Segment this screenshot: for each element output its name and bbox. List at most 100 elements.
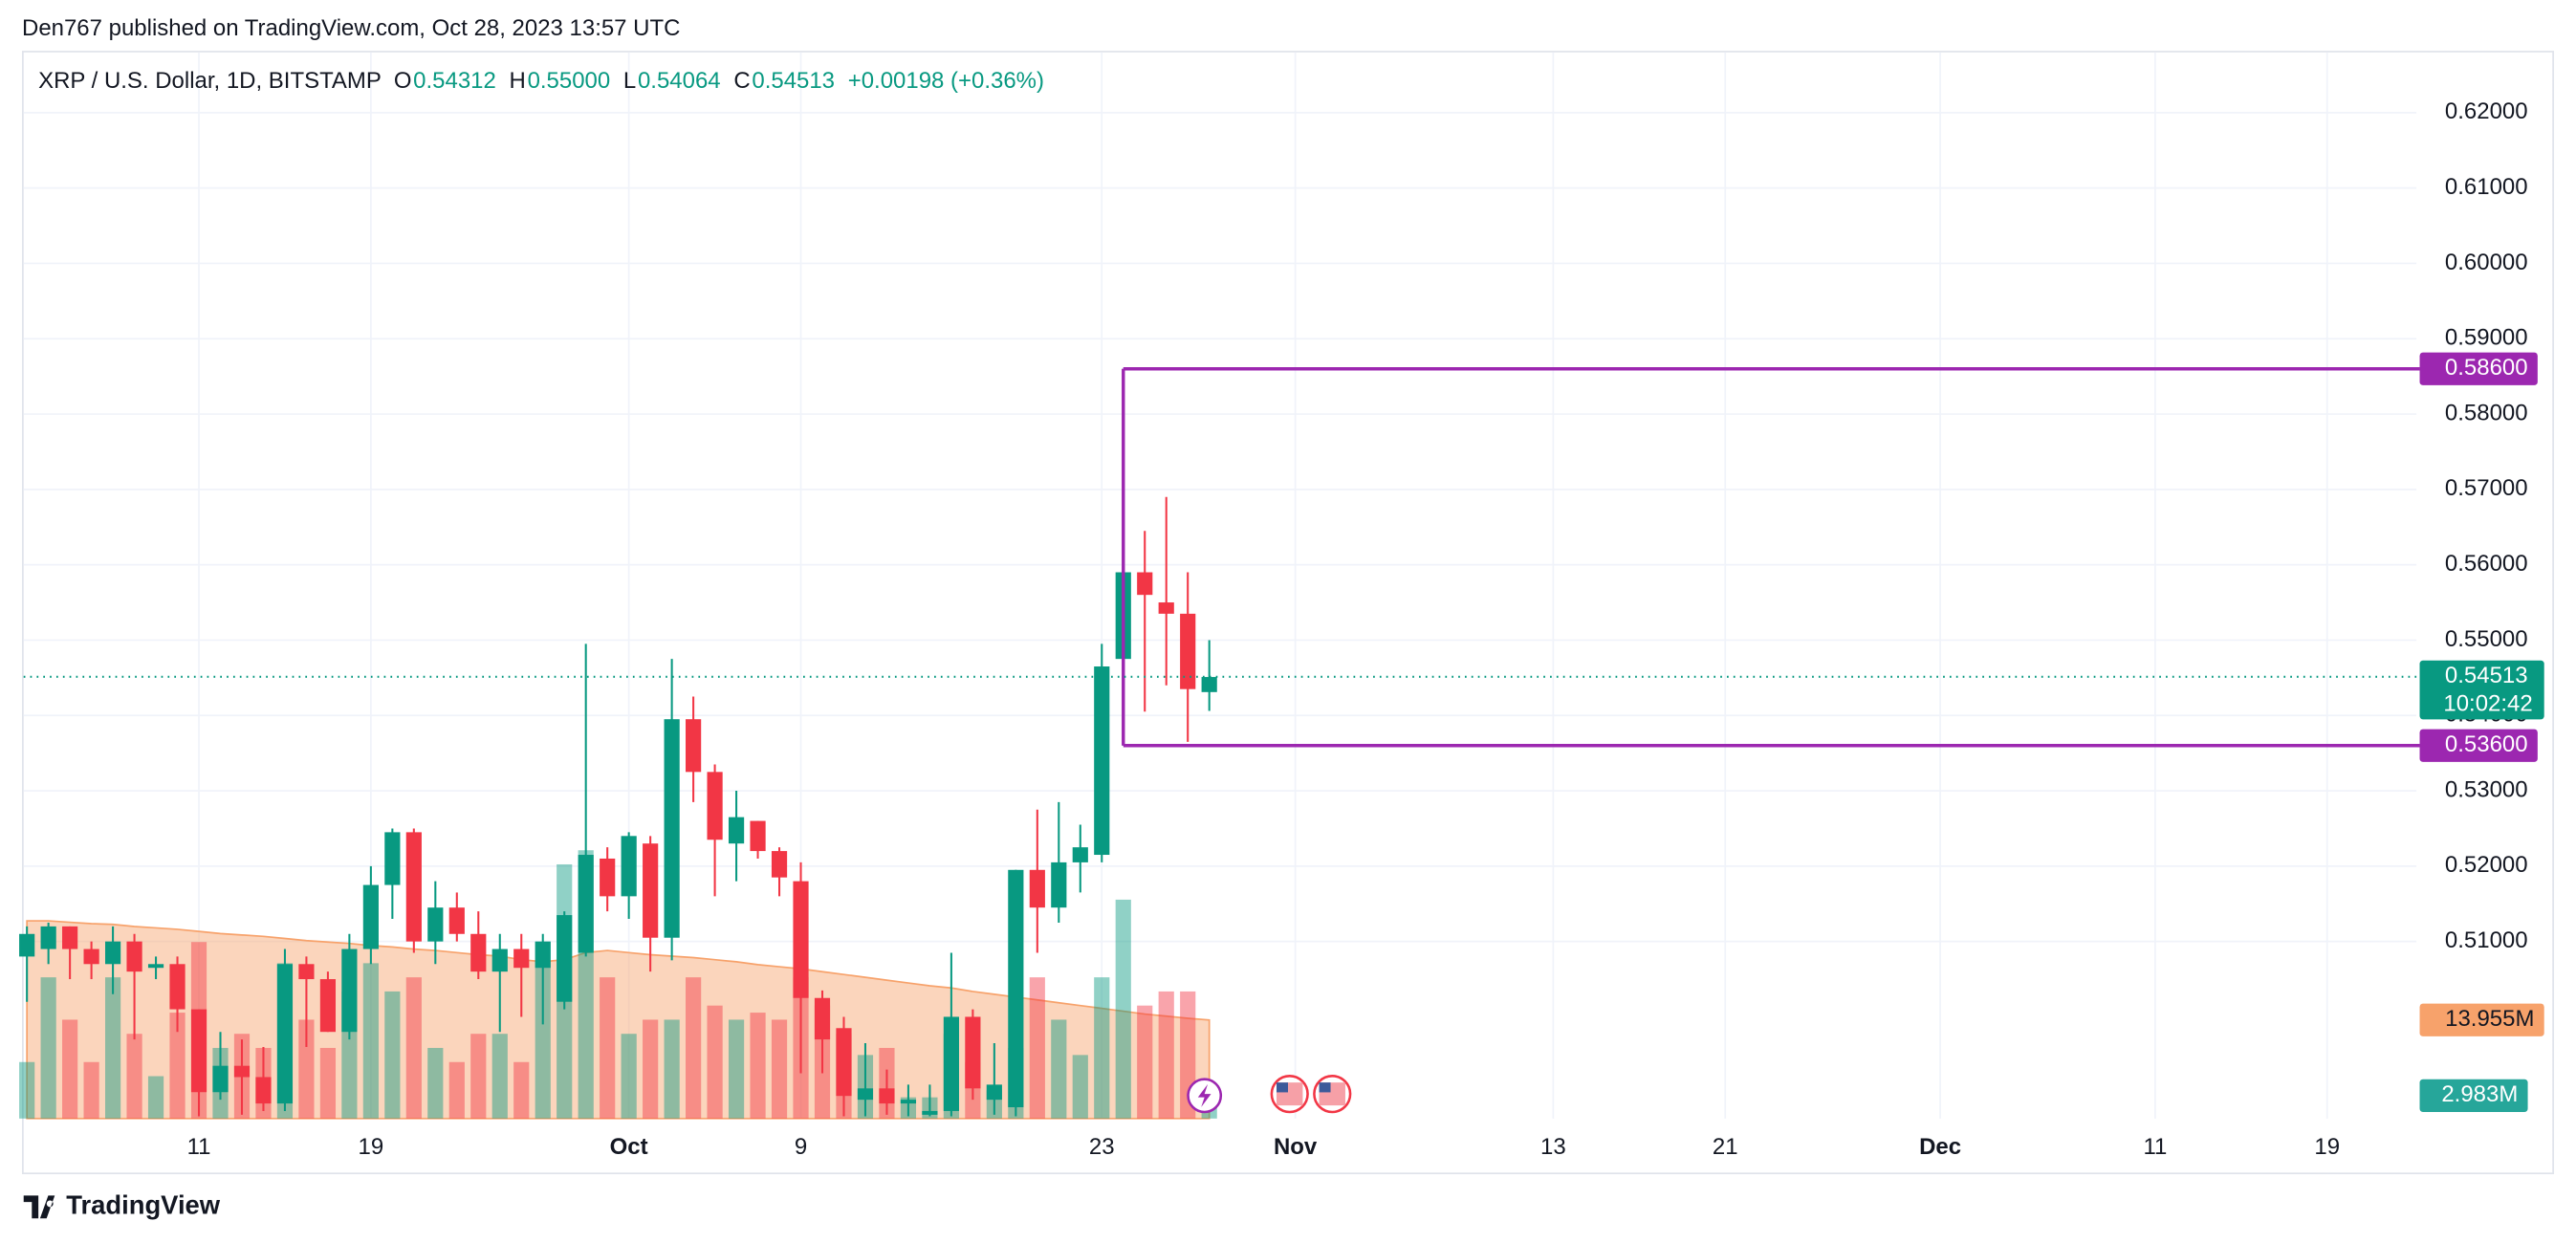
volume-bar (1115, 899, 1131, 1119)
volume-bar (169, 1013, 186, 1119)
x-tick-label: 11 (2143, 1134, 2167, 1160)
candle-body (1137, 572, 1153, 596)
ohlc-value: 0.54513 (752, 68, 835, 94)
candle-body (212, 1065, 229, 1093)
ohlc-key: H (510, 68, 526, 94)
candle-body (427, 907, 444, 942)
volume-bar (1158, 991, 1174, 1119)
volume-bar (40, 977, 56, 1119)
candle-body (104, 941, 121, 965)
level-label: 0.53600 (2445, 731, 2528, 757)
candle-body (1051, 861, 1067, 908)
symbol-title: XRP / U.S. Dollar, 1D, BITSTAMP (38, 68, 382, 94)
candle-body (19, 933, 35, 957)
volume-bar (1051, 1019, 1067, 1119)
candle-body (491, 949, 508, 972)
candle-body (1094, 666, 1110, 856)
candle-body (857, 1088, 874, 1101)
x-tick-label: 19 (359, 1134, 384, 1160)
brand-name: TradingView (66, 1190, 221, 1220)
x-tick-label: Dec (1919, 1134, 1961, 1160)
ohlc-key: C (733, 68, 750, 94)
price-axis: 0.510000.520000.530000.540000.550000.560… (187, 98, 2544, 1160)
level-label: 0.58600 (2445, 355, 2528, 381)
volume-bar (1137, 1005, 1153, 1119)
candle-body (83, 949, 99, 965)
y-tick-label: 0.62000 (2445, 98, 2528, 124)
candle-body (643, 843, 659, 938)
y-tick-label: 0.56000 (2445, 551, 2528, 577)
volume-bar (298, 1019, 315, 1119)
level-label-bg (2419, 352, 2538, 385)
y-tick-label: 0.59000 (2445, 325, 2528, 351)
event-bolt (1197, 1083, 1212, 1107)
volume-last-label: 2.983M (2441, 1081, 2518, 1107)
volume-bar (384, 991, 401, 1119)
x-tick-label: 11 (187, 1134, 211, 1160)
level-label-bg (2419, 729, 2538, 762)
candle-body (362, 884, 379, 949)
candle-body (405, 832, 422, 942)
published-line: Den767 published on TradingView.com, Oct… (22, 15, 680, 41)
volume-bar (319, 1047, 337, 1119)
candle-body (707, 772, 723, 840)
candle-body (276, 964, 294, 1104)
ohlc-value: 0.55000 (528, 68, 611, 94)
legend: XRP / U.S. Dollar, 1D, BITSTAMP O 0.54312… (38, 68, 1044, 94)
candle-body (126, 941, 142, 972)
volume-bar (62, 1019, 78, 1119)
candle-body (879, 1088, 895, 1104)
candle-body (62, 926, 78, 949)
volume-bar (707, 1005, 723, 1119)
chart-frame (22, 51, 2554, 1175)
candle-body (1158, 602, 1174, 614)
candle-body (147, 964, 164, 969)
candle-body (341, 949, 358, 1033)
candle-body (728, 817, 745, 844)
candle-body (557, 915, 573, 1002)
volume-bar (513, 1061, 530, 1119)
volume-last-label-bg (2419, 1079, 2528, 1112)
candle-body (470, 933, 487, 972)
volume-bar (427, 1047, 444, 1119)
candle-body (1201, 677, 1217, 692)
y-tick-label: 0.53000 (2445, 776, 2528, 802)
candle-body (1072, 847, 1088, 862)
y-tick-label: 0.52000 (2445, 852, 2528, 878)
volume-bar (362, 963, 379, 1119)
volume-bar (750, 1013, 766, 1119)
x-tick-label: 9 (795, 1134, 807, 1160)
brand: TradingView (23, 1190, 221, 1220)
volume-bar (621, 1034, 637, 1119)
candle-body (1029, 869, 1045, 908)
candle-body (255, 1077, 272, 1104)
volume-bar (470, 1034, 487, 1119)
y-tick-label: 0.57000 (2445, 475, 2528, 501)
volume-bar (83, 1061, 99, 1119)
candle-body (900, 1100, 917, 1104)
candle-body (513, 949, 530, 969)
candle-body (686, 719, 702, 773)
candle-body (40, 926, 56, 949)
volume-bar (643, 1019, 659, 1119)
volume-bar (19, 1061, 35, 1119)
ohlc-key: O (394, 68, 412, 94)
candle-body (190, 1009, 207, 1093)
countdown-label: 10:02:42 (2443, 690, 2532, 716)
last-price-label: 0.54513 (2445, 663, 2528, 688)
candle-body (986, 1084, 1002, 1101)
candle-body (664, 719, 680, 938)
event-icons (1187, 1075, 1352, 1114)
volume-bar (1029, 977, 1045, 1119)
candle-body (600, 858, 616, 897)
flag-canton (1277, 1082, 1288, 1093)
ohlc-value: 0.54312 (413, 68, 496, 94)
flag-canton (1319, 1082, 1331, 1093)
candle-body (750, 820, 766, 852)
volume-bar (600, 977, 616, 1119)
candle-body (621, 836, 637, 897)
change: +0.00198 (+0.36%) (848, 68, 1044, 94)
candle-body (384, 832, 401, 885)
